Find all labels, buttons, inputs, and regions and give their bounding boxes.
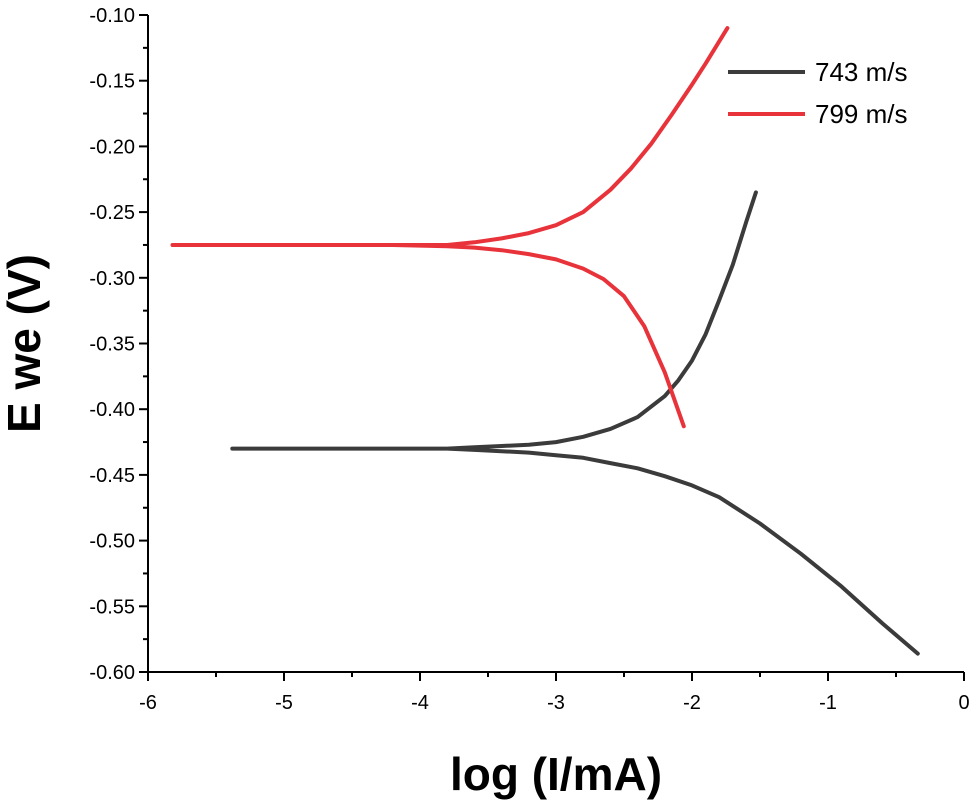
y-tick-label: -0.60 (89, 662, 135, 684)
y-axis-title: E we (V) (0, 254, 50, 433)
x-tick-label: -4 (411, 692, 429, 714)
series-line (170, 26, 730, 429)
x-tick-label: -6 (139, 692, 157, 714)
legend-label: 743 m/s (815, 57, 908, 87)
series-line (230, 190, 920, 656)
x-axis: -6 -5 -4 -3 -2 -1 0 (139, 672, 970, 714)
y-tick-label: -0.20 (89, 136, 135, 158)
series-layer (170, 26, 920, 656)
x-tick-label: -2 (683, 692, 701, 714)
y-tick-label: -0.25 (89, 202, 135, 224)
x-tick-label: -5 (275, 692, 293, 714)
y-tick-label: -0.50 (89, 531, 135, 553)
x-tick-label: -1 (819, 692, 837, 714)
legend-label: 799 m/s (815, 99, 908, 129)
y-tick-label: -0.55 (89, 596, 135, 618)
y-tick-label: -0.45 (89, 465, 135, 487)
x-axis-title: log (I/mA) (450, 748, 662, 800)
y-tick-label: -0.40 (89, 399, 135, 421)
legend: 743 m/s 799 m/s (728, 57, 908, 129)
x-tick-label: 0 (958, 692, 969, 714)
y-tick-label: -0.35 (89, 334, 135, 356)
y-tick-label: -0.30 (89, 268, 135, 290)
y-tick-label: -0.10 (89, 5, 135, 27)
x-tick-label: -3 (547, 692, 565, 714)
y-axis: -0.60 -0.55 -0.50 -0.45 -0.40 -0.35 -0.30 -0.25… (89, 5, 148, 684)
y-tick-label: -0.15 (89, 71, 135, 93)
